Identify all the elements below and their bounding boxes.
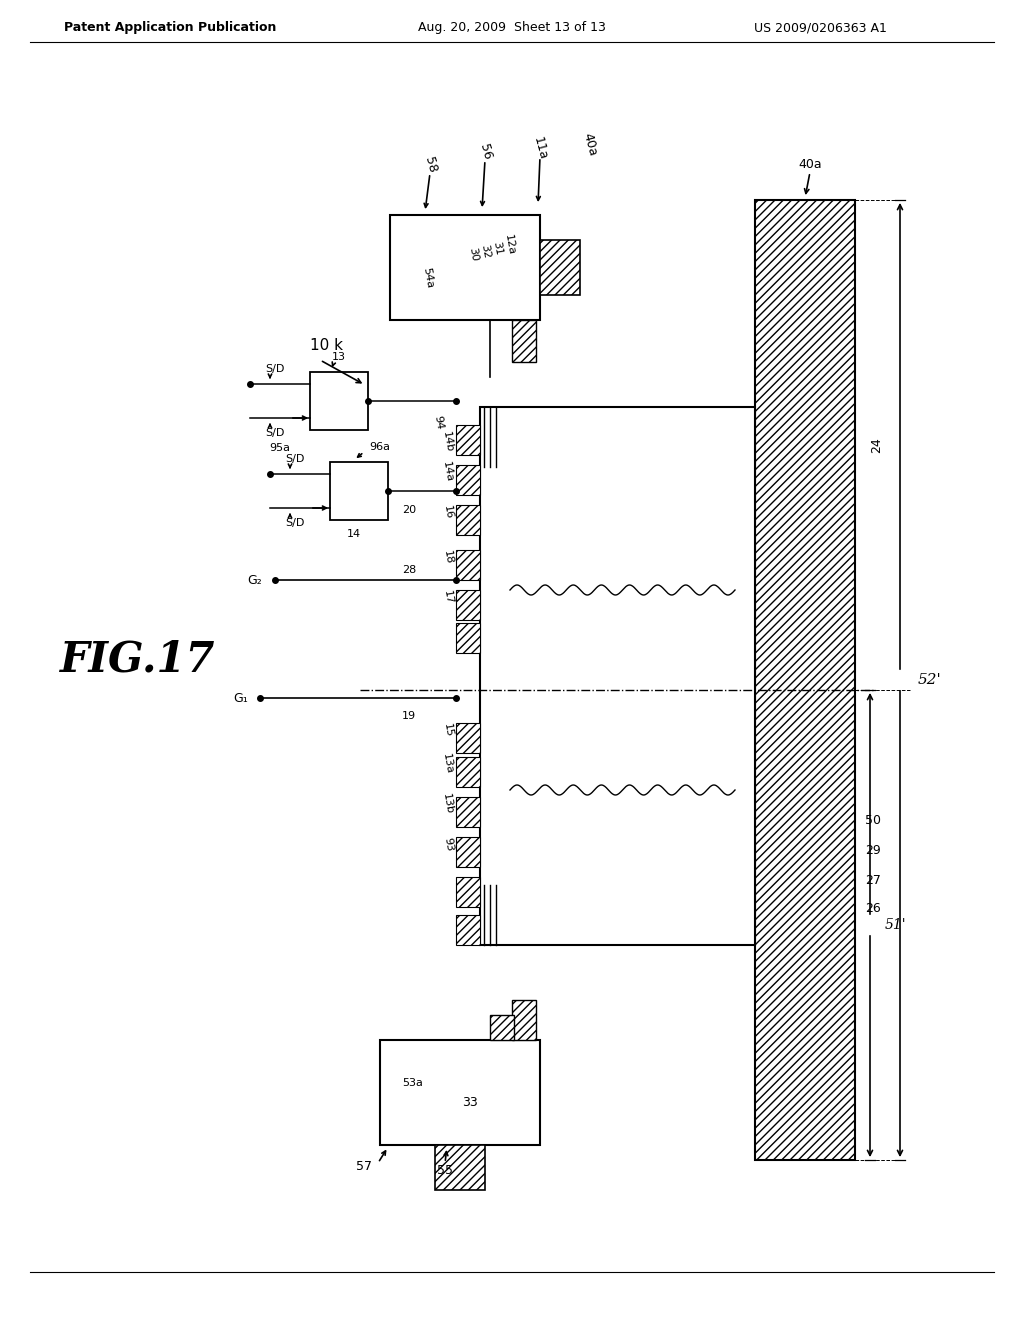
Text: 32: 32: [479, 243, 492, 259]
Text: S/D: S/D: [286, 517, 305, 528]
Text: 56: 56: [476, 143, 494, 161]
Text: 50: 50: [865, 813, 881, 826]
Text: 55: 55: [437, 1163, 453, 1176]
Bar: [435, 1144, 485, 1191]
Text: S/D: S/D: [265, 428, 285, 438]
Bar: [456, 915, 480, 945]
Text: 51': 51': [885, 917, 906, 932]
Bar: [512, 1001, 536, 1040]
Text: 93: 93: [441, 836, 455, 851]
Bar: [456, 425, 480, 455]
Bar: [456, 590, 480, 620]
Text: 17: 17: [441, 589, 455, 605]
Text: 40a: 40a: [798, 158, 822, 172]
Text: 10 k: 10 k: [310, 338, 343, 352]
Text: 52': 52': [918, 673, 942, 686]
Text: 13a: 13a: [441, 752, 455, 775]
Text: 30: 30: [467, 247, 479, 261]
Text: 29: 29: [865, 843, 881, 857]
Text: 27: 27: [865, 874, 881, 887]
Text: US 2009/0206363 A1: US 2009/0206363 A1: [754, 21, 887, 34]
Text: 57: 57: [356, 1160, 372, 1173]
Text: 14a: 14a: [441, 461, 455, 483]
Text: 26: 26: [865, 902, 881, 915]
Text: S/D: S/D: [286, 454, 305, 465]
Text: G₂: G₂: [247, 573, 262, 586]
Text: 31: 31: [490, 240, 503, 256]
Bar: [540, 240, 580, 294]
Bar: [512, 319, 536, 362]
Text: 94: 94: [432, 414, 444, 430]
Text: 40a: 40a: [581, 132, 599, 158]
Text: 58: 58: [422, 156, 438, 174]
Bar: [456, 837, 480, 867]
Bar: [456, 756, 480, 787]
Text: 13: 13: [332, 352, 346, 362]
Bar: [456, 465, 480, 495]
Text: 15: 15: [442, 722, 454, 738]
Bar: [310, 372, 368, 430]
Text: 19: 19: [401, 711, 416, 721]
Bar: [456, 506, 480, 535]
Text: S/D: S/D: [265, 364, 285, 374]
Bar: [390, 215, 540, 319]
Text: G₁: G₁: [233, 692, 248, 705]
Text: 95a: 95a: [269, 444, 290, 453]
Text: 54a: 54a: [421, 267, 435, 289]
Text: 28: 28: [401, 565, 416, 576]
Text: 11a: 11a: [530, 135, 549, 161]
Text: 96a: 96a: [369, 442, 390, 451]
Bar: [456, 623, 480, 653]
Text: 33: 33: [462, 1097, 478, 1110]
Text: 20: 20: [401, 506, 416, 515]
Bar: [490, 1015, 514, 1040]
Bar: [330, 462, 388, 520]
Text: 14: 14: [347, 529, 361, 539]
Bar: [456, 876, 480, 907]
Text: Aug. 20, 2009  Sheet 13 of 13: Aug. 20, 2009 Sheet 13 of 13: [418, 21, 606, 34]
Text: FIG.17: FIG.17: [60, 639, 216, 681]
Text: 13b: 13b: [441, 793, 455, 816]
Text: 24: 24: [870, 437, 883, 453]
Text: 18: 18: [441, 549, 455, 565]
Text: 14b: 14b: [441, 430, 455, 453]
Bar: [755, 201, 855, 1160]
Text: 12a: 12a: [503, 234, 517, 256]
Bar: [480, 407, 755, 945]
Bar: [456, 797, 480, 828]
Bar: [456, 723, 480, 752]
Bar: [380, 1040, 540, 1144]
Bar: [456, 550, 480, 579]
Text: 53a: 53a: [402, 1077, 423, 1088]
Text: Patent Application Publication: Patent Application Publication: [63, 21, 276, 34]
Text: 16: 16: [442, 504, 454, 520]
